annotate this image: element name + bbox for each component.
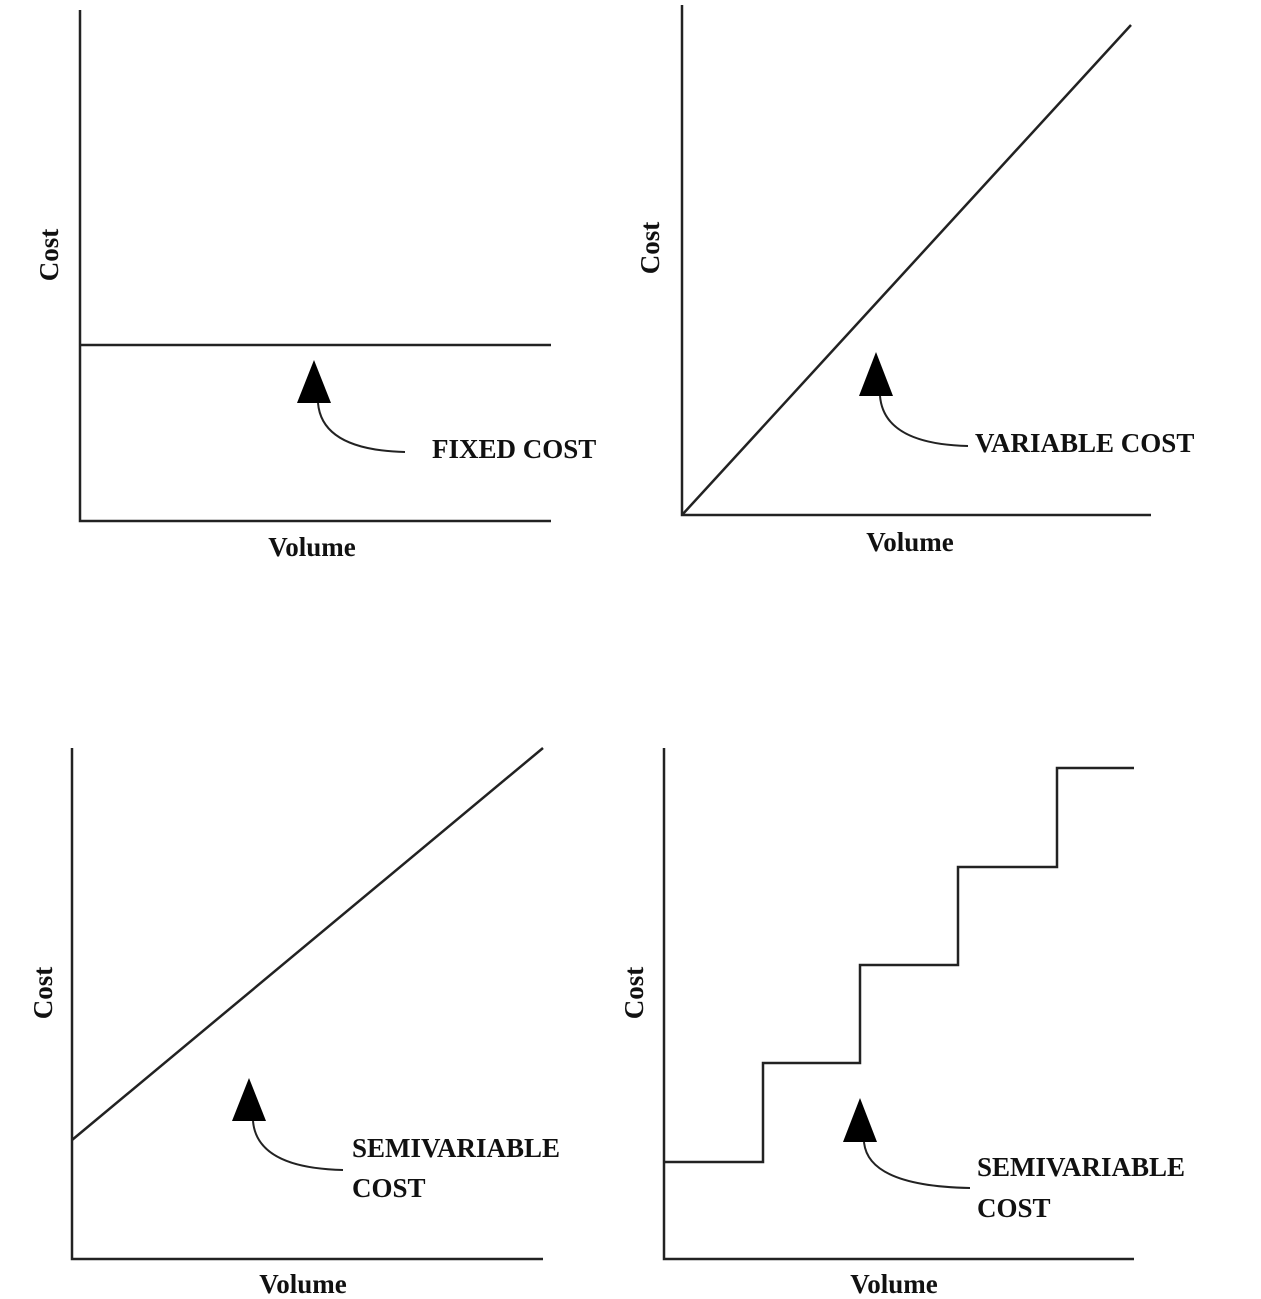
arrow-head <box>843 1098 877 1142</box>
axes <box>70 748 543 1261</box>
arrow-curve <box>317 402 406 453</box>
x-label: Volume <box>866 527 954 557</box>
panel-semivariable-step: SEMIVARIABLE COST Cost Volume <box>619 748 1185 1299</box>
cost-line <box>71 747 544 1141</box>
cost-line <box>681 24 1132 516</box>
annotation: COST <box>977 1193 1051 1223</box>
y-label: Cost <box>635 222 665 275</box>
panel-semivariable-linear: SEMIVARIABLE COST Cost Volume <box>28 747 560 1299</box>
panel-fixed: FIXED COST Cost Volume <box>34 10 596 562</box>
annotation: SEMIVARIABLE <box>977 1152 1185 1182</box>
axes <box>78 10 551 523</box>
y-label: Cost <box>28 967 58 1020</box>
y-label: Cost <box>619 967 649 1020</box>
arrow-curve <box>863 1141 971 1189</box>
arrow-curve <box>879 395 969 447</box>
x-label: Volume <box>850 1269 938 1299</box>
annotation: VARIABLE COST <box>975 428 1194 458</box>
arrow-head <box>232 1078 266 1121</box>
panel-variable: VARIABLE COST Cost Volume <box>635 5 1194 557</box>
annotation: FIXED COST <box>432 434 596 464</box>
annotation: SEMIVARIABLE <box>352 1133 560 1163</box>
arrow-head <box>297 360 331 403</box>
arrow-curve <box>252 1120 344 1171</box>
axes <box>662 748 1134 1261</box>
arrow-head <box>859 352 893 396</box>
y-label: Cost <box>34 229 64 282</box>
x-label: Volume <box>259 1269 347 1299</box>
x-label: Volume <box>268 532 356 562</box>
annotation: COST <box>352 1173 426 1203</box>
cost-steps <box>664 766 1134 1164</box>
